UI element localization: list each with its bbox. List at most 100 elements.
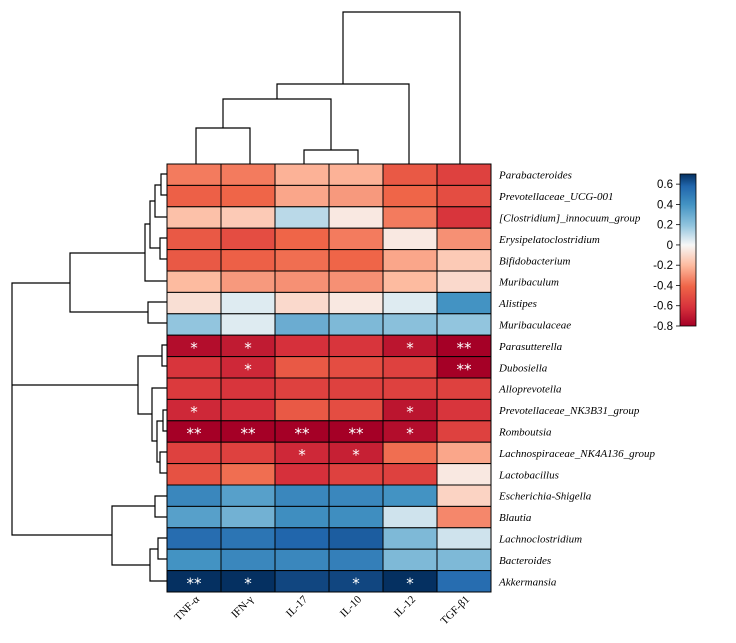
heatmap-cell <box>274 570 330 593</box>
heatmap-cell <box>436 270 492 293</box>
heatmap-cell <box>328 249 384 272</box>
row-label: Lachnoclostridium <box>498 534 582 546</box>
heatmap-cell <box>166 227 222 251</box>
column-labels: TNF-α IFN-γ IL-17 IL-10 IL-12 TGF-β1 <box>172 593 472 627</box>
heatmap-cell <box>382 527 438 550</box>
row-label: Dubosiella <box>498 362 548 374</box>
column-label: IL-10 <box>338 593 365 620</box>
col-dendro-link <box>195 127 251 164</box>
heatmap-cell <box>220 163 276 186</box>
heatmap-cell <box>436 163 492 186</box>
heatmap-cell <box>328 206 384 229</box>
heatmap-cell <box>436 398 492 422</box>
heatmap-cell <box>436 548 492 572</box>
heatmap-cell <box>166 441 222 465</box>
heatmap-cell <box>382 484 438 507</box>
heatmap-cell <box>274 463 330 486</box>
heatmap-cell <box>220 270 276 293</box>
heatmap-cell <box>220 313 276 336</box>
row-label: Bacteroides <box>499 555 551 567</box>
colorbar-tick-label: -0.6 <box>653 301 673 313</box>
column-label: TGF-β1 <box>439 594 473 628</box>
heatmap-cell <box>220 441 276 465</box>
row-dendro-link <box>144 223 167 282</box>
heatmap-cell <box>328 463 384 486</box>
heatmap-cell <box>166 548 222 572</box>
heatmap-cell <box>382 356 438 379</box>
col-dendro-link <box>222 98 332 150</box>
col-dendro-link <box>303 149 359 164</box>
significance-mark: * <box>352 446 360 464</box>
significance-mark: ** <box>295 425 311 443</box>
heatmap-cell <box>274 163 330 186</box>
heatmap-cell <box>382 249 438 272</box>
heatmap-cell <box>220 291 276 315</box>
heatmap-cell <box>436 527 492 550</box>
heatmap-cell <box>274 505 330 529</box>
heatmap-cell <box>274 377 330 400</box>
heatmap-cell <box>274 206 330 229</box>
heatmap-cell <box>382 184 438 208</box>
heatmap-cell <box>166 249 222 272</box>
row-dendro-link <box>147 301 167 324</box>
heatmap-cell <box>220 227 276 251</box>
heatmap-cell <box>274 184 330 208</box>
significance-mark: ** <box>349 425 365 443</box>
heatmap-cell <box>220 548 276 572</box>
heatmap-cell <box>166 377 222 400</box>
row-dendro-link <box>151 387 167 442</box>
heatmap-cell <box>220 463 276 486</box>
colorbar-tick-label: 0.2 <box>657 220 673 232</box>
heatmap-cell <box>382 505 438 529</box>
significance-mark: * <box>406 403 414 421</box>
colorbar-gradient <box>679 173 697 327</box>
heatmap-cell <box>328 313 384 336</box>
colorbar-tick-label: 0.4 <box>657 199 674 211</box>
heatmap-cell <box>328 291 384 315</box>
heatmap-cell <box>328 184 384 208</box>
significance-mark: * <box>244 339 252 357</box>
row-dendro-link <box>162 409 167 432</box>
heatmap-cell <box>220 206 276 229</box>
colorbar-tick-label: -0.4 <box>653 280 673 292</box>
heatmap-cell <box>382 548 438 572</box>
heatmap-cell <box>436 441 492 465</box>
col-dendro-link <box>276 83 410 164</box>
heatmap-cell <box>220 377 276 400</box>
heatmap-cell <box>436 291 492 315</box>
colorbar-tick-label: -0.2 <box>653 260 673 272</box>
heatmap-cell <box>436 463 492 486</box>
column-label: IL-12 <box>392 594 418 620</box>
row-label: Erysipelatoclostridium <box>498 234 600 246</box>
row-label: [Clostridium]_innocuum_group <box>499 213 641 225</box>
heatmap-cell <box>274 291 330 315</box>
heatmap-cell <box>436 484 492 507</box>
heatmap-cell <box>436 184 492 208</box>
row-dendro-link <box>159 451 167 474</box>
heatmap-cell <box>166 484 222 507</box>
heatmap-cell <box>382 441 438 465</box>
row-label: Parabacteroides <box>498 170 572 182</box>
significance-mark: ** <box>241 425 257 443</box>
heatmap-cell <box>436 313 492 336</box>
heatmap-cell <box>436 505 492 529</box>
heatmap-cell <box>166 184 222 208</box>
row-dendro-link <box>137 355 162 415</box>
heatmap-cell <box>166 313 222 336</box>
significance-mark: * <box>190 339 198 357</box>
heatmap-cell <box>328 227 384 251</box>
significance-mark: ** <box>187 425 203 443</box>
colorbar-ticks: 0.6 0.4 0.2 0 -0.2 -0.4 -0.6 -0.8 <box>653 179 680 333</box>
colorbar-tick-label: 0.6 <box>657 179 673 191</box>
heatmap-cell <box>382 206 438 229</box>
row-label: Lactobacillus <box>498 469 559 481</box>
heatmap-cell <box>274 313 330 336</box>
heatmap-cell <box>382 163 438 186</box>
significance-mark: ** <box>457 339 473 357</box>
column-label: TNF-α <box>172 593 202 623</box>
heatmap-cell <box>274 334 330 358</box>
row-label: Prevotellaceae_UCG-001 <box>498 191 613 203</box>
significance-mark: * <box>352 574 360 592</box>
heatmap-cell <box>382 270 438 293</box>
row-label: Akkermansia <box>498 576 557 588</box>
